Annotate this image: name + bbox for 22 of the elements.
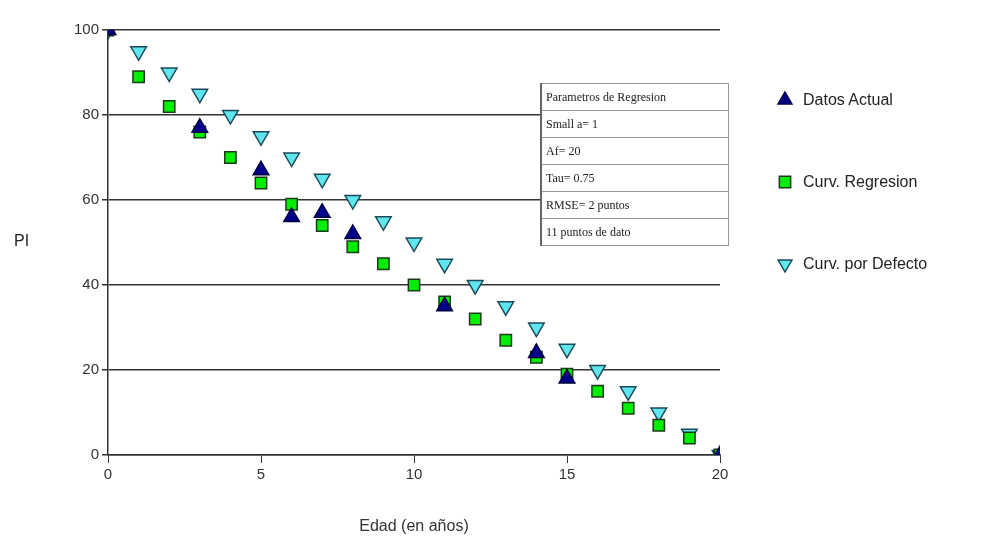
annotation: 11 puntos de dato [541, 218, 729, 246]
y-tick-label: 60 [82, 190, 99, 208]
y-tick-label: 80 [82, 105, 99, 123]
x-tick-label: 5 [256, 465, 266, 483]
legend-label: Curv. por Defecto [803, 255, 928, 273]
y-tick-label: 20 [82, 360, 99, 378]
annotation: RMSE= 2 puntos [541, 191, 729, 219]
annotation: Af= 20 [541, 137, 729, 165]
x-tick-label: 0 [103, 465, 113, 483]
annotation: Small a= 1 [541, 110, 729, 138]
y-axis-title: PI [14, 232, 30, 250]
x-axis-title: Edad (en años) [359, 516, 469, 534]
x-tick-label: 10 [405, 465, 423, 483]
y-tick-label: 100 [73, 20, 99, 38]
annotation: Tau= 0.75 [541, 164, 729, 192]
legend-label: Curv. Regresion [803, 173, 918, 191]
x-tick-label: 20 [711, 465, 729, 483]
x-tick-label: 15 [558, 465, 576, 483]
annotation: Parametros de Regresion [541, 83, 729, 111]
legend-label: Datos Actual [803, 91, 893, 109]
y-tick-label: 40 [82, 275, 99, 293]
y-tick-label: 0 [90, 445, 99, 463]
